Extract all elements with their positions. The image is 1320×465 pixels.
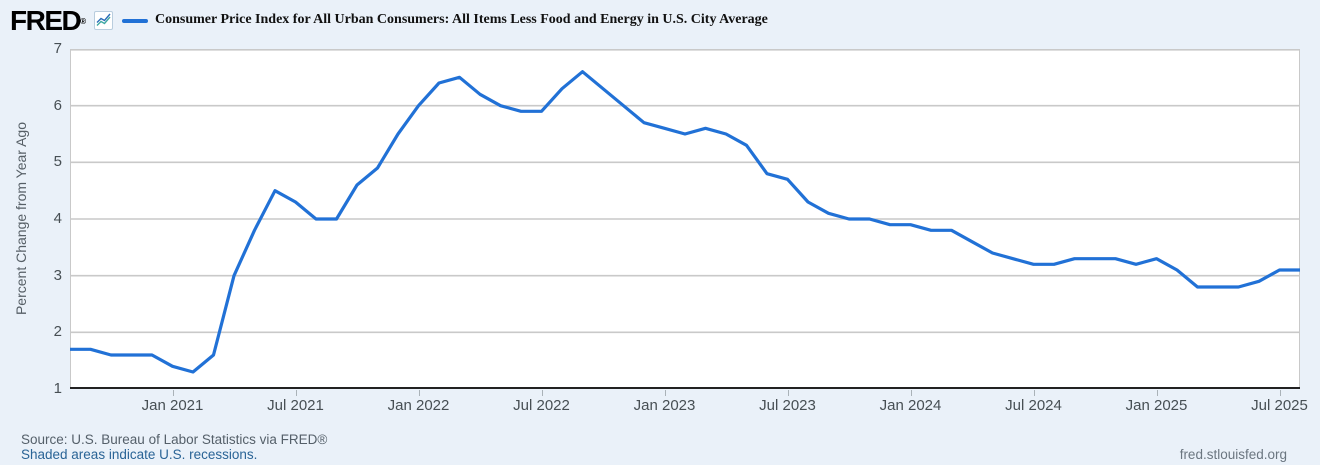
data-line-series[interactable] — [70, 70, 1300, 374]
series-legend-line-marker — [122, 19, 148, 23]
y-tick-label-3: 3 — [53, 266, 62, 284]
x-tick-mark-jul-2025 — [1279, 390, 1281, 396]
plot-area[interactable] — [70, 49, 1300, 389]
x-tick-label-jan-2022: Jan 2022 — [387, 397, 450, 414]
x-tick-mark-jul-2021 — [295, 390, 297, 396]
registered-trademark: ® — [80, 17, 87, 26]
source-attribution: Source: U.S. Bureau of Labor Statistics … — [21, 432, 328, 447]
x-tick-mark-jan-2024 — [910, 390, 912, 396]
chart-title: Consumer Price Index for All Urban Consu… — [155, 12, 768, 27]
x-tick-label-jan-2024: Jan 2024 — [879, 397, 942, 414]
x-tick-mark-jan-2023 — [664, 390, 666, 396]
recession-shading-link[interactable]: Shaded areas indicate U.S. recessions. — [21, 447, 258, 462]
y-tick-label-7: 7 — [53, 40, 62, 57]
x-tick-mark-jan-2021 — [172, 390, 174, 396]
x-tick-label-jul-2022: Jul 2022 — [513, 397, 570, 414]
fred-logo-text: FRED — [10, 5, 82, 36]
y-tick-label-6: 6 — [53, 96, 62, 114]
x-tick-label-jul-2023: Jul 2023 — [759, 397, 816, 414]
fred-logo[interactable]: FRED® — [10, 5, 86, 37]
x-tick-label-jul-2024: Jul 2024 — [1005, 397, 1062, 414]
y-tick-label-5: 5 — [53, 153, 62, 171]
x-tick-label-jul-2021: Jul 2021 — [267, 397, 324, 414]
x-tick-mark-jul-2023 — [787, 390, 789, 396]
fred-sparkline-icon — [94, 11, 113, 30]
fred-site-url[interactable]: fred.stlouisfed.org — [1179, 447, 1287, 462]
line-chart-svg — [70, 49, 1300, 389]
y-tick-label-4: 4 — [53, 210, 62, 227]
x-tick-mark-jan-2025 — [1156, 390, 1158, 396]
x-tick-mark-jul-2022 — [541, 390, 543, 396]
x-tick-label-jan-2023: Jan 2023 — [633, 397, 696, 414]
x-tick-mark-jul-2024 — [1033, 390, 1035, 396]
x-tick-mark-jan-2022 — [418, 390, 420, 396]
y-tick-label-1: 1 — [53, 380, 62, 397]
x-tick-label-jul-2025: Jul 2025 — [1251, 397, 1308, 414]
x-tick-label-jan-2021: Jan 2021 — [141, 397, 204, 414]
y-tick-label-2: 2 — [53, 323, 62, 341]
x-tick-label-jan-2025: Jan 2025 — [1125, 397, 1188, 414]
